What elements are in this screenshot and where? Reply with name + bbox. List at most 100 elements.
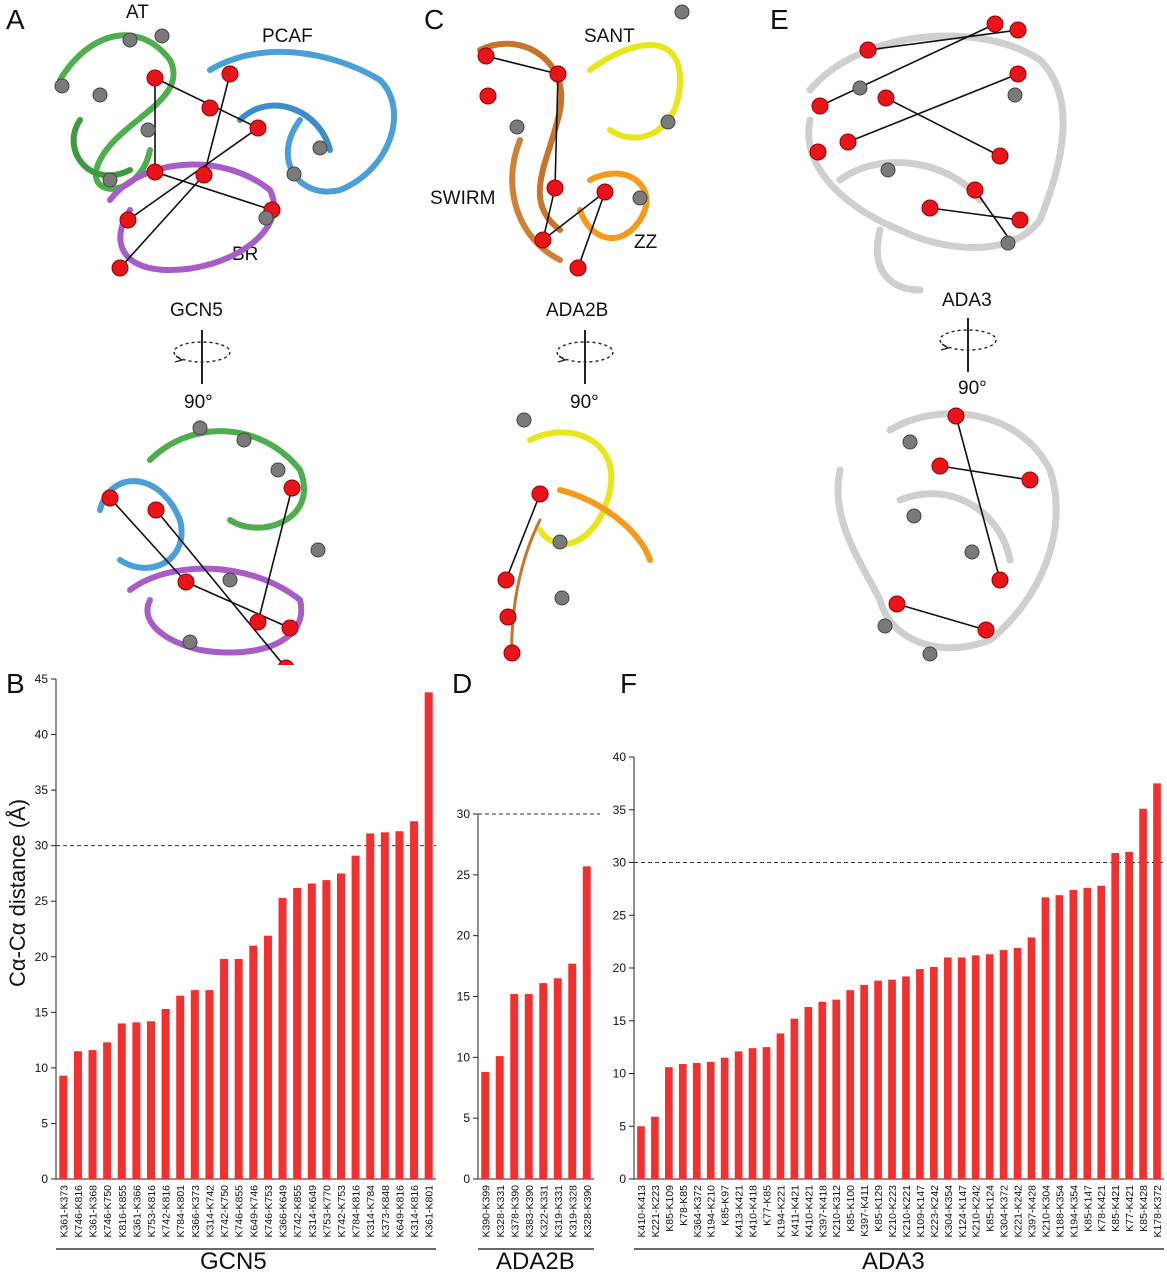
bar (249, 945, 258, 1179)
bar (176, 995, 185, 1179)
bar (790, 1018, 799, 1179)
bar (539, 983, 548, 1179)
y-tick-label: 15 (457, 990, 471, 1004)
y-tick-label: 15 (613, 1014, 627, 1028)
y-tick-label: 30 (35, 839, 49, 853)
bar (263, 935, 272, 1179)
bar (1055, 895, 1064, 1179)
bar (916, 969, 924, 1179)
gcn5-rotation-icon (173, 330, 231, 384)
y-tick-label: 5 (463, 1111, 470, 1125)
x-tick-label: K746-K750 (102, 1185, 114, 1238)
crosslink-lines (109, 23, 1031, 665)
bar (651, 1116, 659, 1179)
bar (999, 950, 1008, 1179)
bar (582, 866, 591, 1179)
x-tick-label: K78-K85 (678, 1185, 690, 1226)
bar (190, 990, 199, 1179)
x-tick-label: K85-K100 (845, 1185, 857, 1232)
ada3-structure-label: ADA3 (942, 290, 992, 311)
x-tick-label: K314-K784 (365, 1185, 377, 1238)
x-tick-label: K319-K331 (553, 1185, 565, 1238)
ada2b-structure-top (477, 40, 684, 263)
x-tick-label: K85-K109 (664, 1185, 676, 1232)
bar (678, 1064, 687, 1179)
bar (1083, 887, 1092, 1179)
x-tick-label: K194-K221 (775, 1185, 787, 1238)
bar (146, 1021, 156, 1179)
bar (692, 1062, 701, 1179)
x-tick-label: K410-K421 (803, 1185, 815, 1238)
x-tick-label: K366-K373 (190, 1185, 202, 1238)
x-tick-label: K753-K816 (146, 1185, 158, 1238)
x-tick-label: K649-K816 (394, 1185, 406, 1238)
bar (510, 994, 519, 1179)
bar (734, 1051, 743, 1179)
bar (351, 855, 360, 1179)
x-tick-label: K784-K816 (351, 1185, 363, 1238)
x-tick-label: K77-K85 (762, 1185, 774, 1226)
bar (706, 1061, 715, 1179)
bar (818, 1001, 827, 1179)
ada3-rotation-icon (939, 318, 997, 372)
y-tick-label: 35 (613, 803, 627, 817)
non-crosslinked-lysine-spheres (54, 4, 1023, 662)
y-tick-label: 0 (619, 1172, 626, 1186)
x-tick-label: K85-K428 (1138, 1185, 1150, 1232)
ada2b-structure-bottom (510, 429, 653, 662)
x-tick-label: K210-K242 (971, 1185, 983, 1238)
x-tick-label: K361-K801 (424, 1185, 436, 1238)
x-tick-label: K816-K855 (117, 1185, 129, 1238)
bar (1153, 783, 1161, 1179)
x-tick-label: K210-K221 (901, 1185, 913, 1238)
ada3-structure-bottom (834, 410, 1060, 652)
x-tick-label: K649-K746 (248, 1185, 260, 1238)
y-tick-label: 20 (35, 950, 49, 964)
bar (1041, 897, 1050, 1179)
y-axis-title: Cα-Cα distance (Å) (5, 798, 30, 988)
y-tick-label: 5 (41, 1116, 48, 1130)
bar (1097, 885, 1106, 1179)
x-tick-label: K366-K649 (278, 1185, 290, 1238)
x-tick-label: K361-K373 (58, 1185, 70, 1238)
y-tick-label: 30 (457, 807, 471, 821)
bar (395, 831, 404, 1179)
x-tick-label: K746-K855 (234, 1185, 246, 1238)
x-tick-label: K85-K129 (873, 1185, 885, 1232)
panel-letter-a: A (6, 4, 25, 35)
bar (748, 1048, 757, 1179)
x-tick-label: K188-K354 (1054, 1185, 1066, 1238)
bar (720, 1057, 729, 1179)
bar (776, 1033, 785, 1179)
x-tick-label: K85-K147 (1082, 1185, 1094, 1232)
x-tick-label: K742-K855 (292, 1185, 304, 1238)
panel-letter-f: F (620, 668, 638, 699)
x-tick-label: K742-K816 (161, 1185, 173, 1238)
bar (117, 1023, 126, 1179)
x-tick-label: K319-K328 (567, 1185, 579, 1238)
x-tick-label: K221-K223 (650, 1185, 662, 1238)
x-tick-label: K85-K124 (985, 1185, 997, 1232)
bar (161, 1009, 170, 1179)
gcn5-rotation-label: 90° (184, 392, 213, 413)
bar (553, 978, 562, 1179)
bar (278, 897, 287, 1179)
x-tick-label: K221-K242 (1013, 1185, 1025, 1238)
y-tick-label: 45 (35, 672, 49, 686)
x-tick-label: K194-K210 (706, 1185, 718, 1238)
bar (568, 963, 577, 1179)
bar (804, 1007, 813, 1179)
bar (59, 1075, 68, 1179)
bar (957, 957, 966, 1179)
y-tick-label: 40 (35, 728, 49, 742)
sant-domain-label: SANT (584, 26, 635, 47)
zz-domain-label: ZZ (634, 232, 658, 253)
bar (665, 1067, 673, 1179)
swirm-domain-label: SWIRM (430, 188, 496, 209)
x-tick-label: K746-K753 (263, 1185, 275, 1238)
panel-letter-e: E (770, 4, 789, 35)
bar (132, 1022, 141, 1179)
x-tick-label: K746-K816 (73, 1185, 85, 1238)
